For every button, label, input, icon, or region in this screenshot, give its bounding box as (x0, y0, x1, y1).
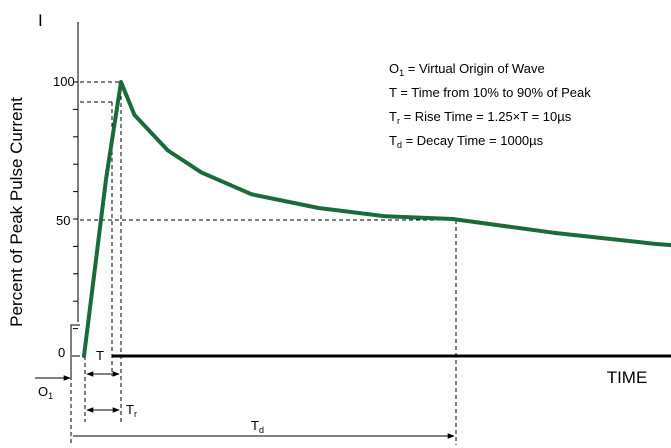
y-tick-label-100: 100 (53, 74, 75, 89)
legend-line-1: O1 = Virtual Origin of Wave (389, 61, 545, 78)
legend-line-4: Td = Decay Time = 1000µs (389, 133, 544, 150)
y-axis-label: Percent of Peak Pulse Current (7, 97, 26, 327)
y-tick-label-50: 50 (56, 213, 70, 228)
x-axis-label: TIME (607, 368, 648, 387)
legend-line-3: Tr = Rise Time = 1.25×T = 10µs (389, 109, 572, 126)
y-tick-marks (73, 81, 78, 330)
legend-line-2: T = Time from 10% to 90% of Peak (389, 85, 591, 100)
series-line (82, 80, 671, 358)
decay-label: Td (251, 418, 264, 435)
y-tick-label-0: 0 (58, 345, 65, 360)
rise-label: Tr (126, 402, 137, 419)
y-axis-symbol: I (38, 11, 43, 30)
origin-label: O1 (38, 384, 53, 401)
legend: O1 = Virtual Origin of Wave T = Time fro… (389, 61, 591, 150)
series-points (84, 82, 671, 356)
origin-bracket (70, 324, 80, 376)
t-label: T (96, 348, 104, 363)
